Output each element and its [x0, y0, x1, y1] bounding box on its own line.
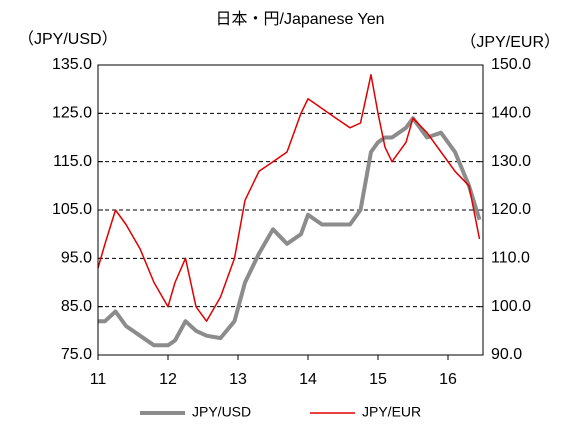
x-tick-label: 15 — [369, 371, 387, 388]
y2-tick-label: 120.0 — [491, 201, 531, 218]
y2-tick-label: 130.0 — [491, 153, 531, 170]
plot-frame — [97, 64, 484, 356]
y-tick-label: 95.0 — [61, 250, 92, 267]
y2-tick-label: 90.0 — [491, 346, 522, 363]
y-tick-label: 125.0 — [52, 105, 92, 122]
x-tick-label: 16 — [439, 371, 457, 388]
x-tick-label: 12 — [159, 371, 177, 388]
x-tick-label: 14 — [299, 371, 317, 388]
legend-label: JPY/EUR — [362, 404, 421, 420]
x-tick-label: 13 — [229, 371, 247, 388]
y-tick-label: 75.0 — [61, 346, 92, 363]
y2-tick-label: 110.0 — [491, 250, 530, 267]
y-tick-label: 135.0 — [52, 56, 92, 73]
legend-label: JPY/USD — [192, 404, 251, 420]
chart-title: 日本・円/Japanese Yen — [216, 10, 385, 28]
y2-axis-label: （JPY/EUR） — [460, 33, 560, 51]
y2-tick-label: 150.0 — [491, 56, 531, 73]
y-tick-label: 85.0 — [61, 298, 92, 315]
series-line — [98, 116, 482, 348]
x-tick-label: 11 — [90, 371, 107, 388]
y-tick-label: 115.0 — [53, 153, 92, 170]
y-axis-label: （JPY/USD） — [18, 30, 118, 48]
series-line — [97, 73, 481, 322]
y2-tick-label: 100.0 — [491, 298, 531, 315]
y2-tick-label: 140.0 — [491, 105, 531, 122]
y-tick-label: 105.0 — [52, 201, 92, 218]
